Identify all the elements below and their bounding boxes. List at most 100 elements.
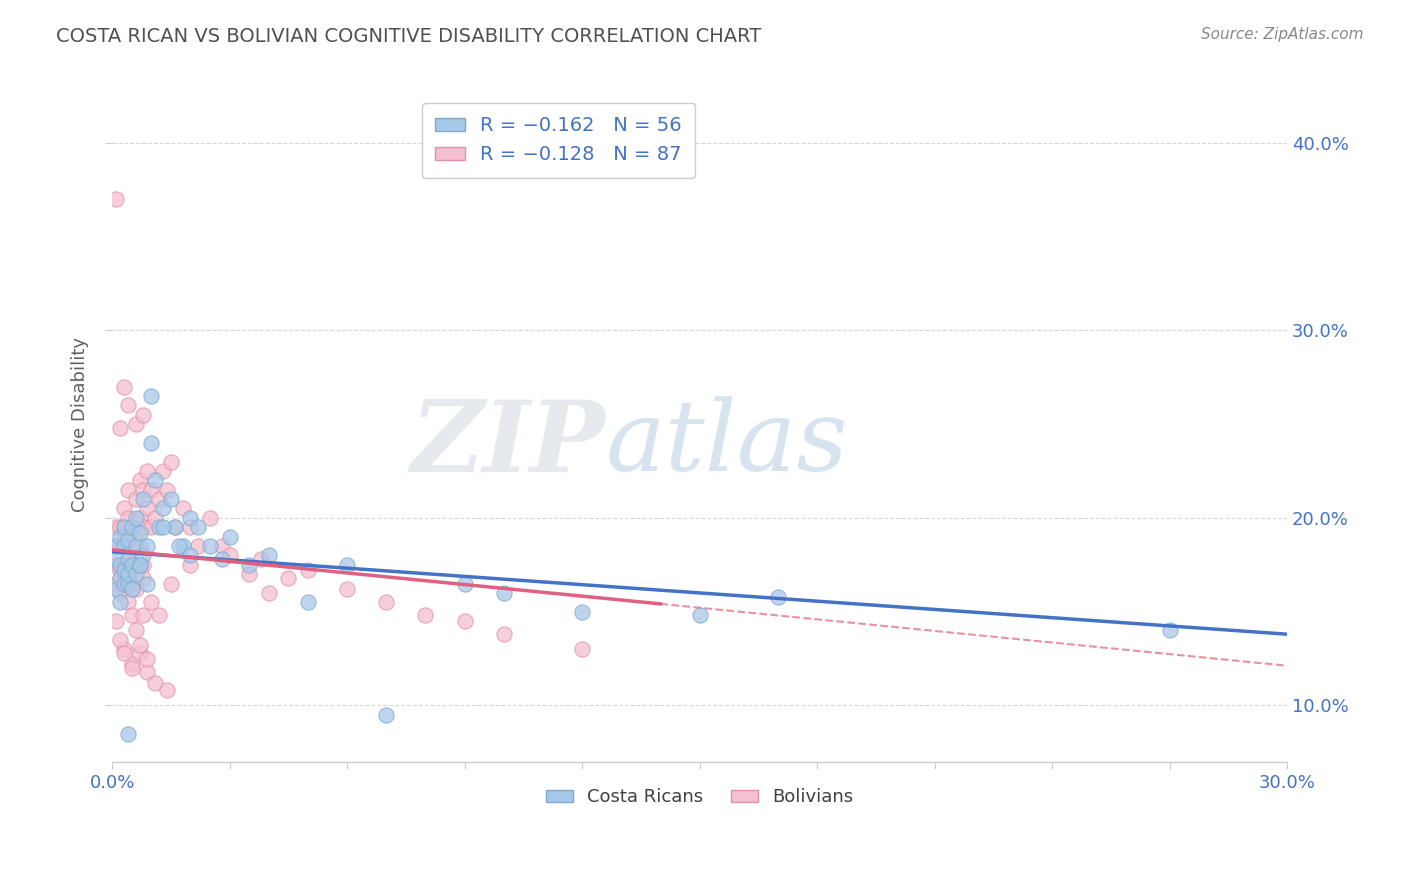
Point bbox=[124, 582, 146, 597]
Point bbox=[112, 563, 135, 577]
Point bbox=[124, 492, 146, 507]
Point bbox=[689, 608, 711, 623]
Point bbox=[297, 563, 319, 577]
Point bbox=[136, 539, 159, 553]
Point bbox=[128, 511, 150, 525]
Point bbox=[143, 474, 166, 488]
Point bbox=[124, 558, 146, 572]
Point bbox=[128, 474, 150, 488]
Point bbox=[121, 558, 143, 572]
Point bbox=[121, 657, 143, 672]
Point bbox=[117, 595, 139, 609]
Point bbox=[198, 511, 221, 525]
Text: atlas: atlas bbox=[606, 397, 848, 492]
Point bbox=[211, 552, 233, 566]
Point bbox=[148, 520, 170, 534]
Point bbox=[148, 492, 170, 507]
Point bbox=[112, 558, 135, 572]
Point bbox=[163, 520, 186, 534]
Point bbox=[117, 571, 139, 585]
Point bbox=[179, 549, 201, 563]
Point bbox=[297, 595, 319, 609]
Point bbox=[105, 582, 128, 597]
Point bbox=[105, 192, 128, 206]
Point bbox=[105, 520, 128, 534]
Point bbox=[218, 549, 240, 563]
Point bbox=[277, 571, 299, 585]
Point bbox=[571, 605, 593, 619]
Point bbox=[132, 549, 155, 563]
Point bbox=[112, 642, 135, 657]
Text: COSTA RICAN VS BOLIVIAN COGNITIVE DISABILITY CORRELATION CHART: COSTA RICAN VS BOLIVIAN COGNITIVE DISABI… bbox=[56, 27, 762, 45]
Point bbox=[571, 642, 593, 657]
Point bbox=[143, 511, 166, 525]
Point bbox=[128, 646, 150, 660]
Point bbox=[156, 683, 179, 698]
Point bbox=[112, 520, 135, 534]
Point bbox=[128, 639, 150, 653]
Point bbox=[238, 558, 260, 572]
Point bbox=[108, 632, 131, 647]
Point bbox=[187, 539, 209, 553]
Point bbox=[117, 552, 139, 566]
Point bbox=[172, 501, 194, 516]
Point bbox=[152, 520, 174, 534]
Point bbox=[117, 398, 139, 412]
Point bbox=[132, 520, 155, 534]
Point bbox=[117, 576, 139, 591]
Point bbox=[112, 576, 135, 591]
Point bbox=[198, 539, 221, 553]
Point bbox=[152, 464, 174, 478]
Point bbox=[108, 586, 131, 600]
Point bbox=[128, 558, 150, 572]
Point bbox=[218, 530, 240, 544]
Point bbox=[121, 608, 143, 623]
Point bbox=[117, 511, 139, 525]
Point bbox=[160, 454, 183, 468]
Point bbox=[143, 676, 166, 690]
Point bbox=[117, 533, 139, 548]
Point bbox=[112, 501, 135, 516]
Point bbox=[121, 539, 143, 553]
Point bbox=[141, 595, 163, 609]
Point bbox=[121, 520, 143, 534]
Point bbox=[112, 533, 135, 548]
Point bbox=[108, 421, 131, 435]
Point bbox=[105, 576, 128, 591]
Point bbox=[766, 590, 789, 604]
Point bbox=[375, 707, 398, 722]
Point bbox=[179, 558, 201, 572]
Text: ZIP: ZIP bbox=[411, 396, 606, 492]
Point bbox=[148, 608, 170, 623]
Point bbox=[117, 726, 139, 740]
Point bbox=[124, 624, 146, 638]
Point bbox=[121, 582, 143, 597]
Point bbox=[336, 582, 359, 597]
Point bbox=[132, 408, 155, 422]
Point bbox=[136, 501, 159, 516]
Point bbox=[108, 520, 131, 534]
Point bbox=[141, 483, 163, 497]
Point bbox=[105, 552, 128, 566]
Point bbox=[141, 520, 163, 534]
Point bbox=[117, 483, 139, 497]
Point bbox=[136, 665, 159, 679]
Point bbox=[132, 608, 155, 623]
Point bbox=[1159, 624, 1181, 638]
Point bbox=[257, 586, 280, 600]
Point bbox=[121, 661, 143, 675]
Point bbox=[117, 552, 139, 566]
Point bbox=[453, 576, 475, 591]
Point bbox=[141, 389, 163, 403]
Point bbox=[492, 586, 515, 600]
Point bbox=[108, 571, 131, 585]
Point bbox=[124, 417, 146, 431]
Point bbox=[124, 525, 146, 540]
Point bbox=[156, 483, 179, 497]
Point bbox=[160, 576, 183, 591]
Point bbox=[128, 558, 150, 572]
Point bbox=[132, 483, 155, 497]
Point bbox=[179, 511, 201, 525]
Point bbox=[108, 558, 131, 572]
Point bbox=[108, 539, 131, 553]
